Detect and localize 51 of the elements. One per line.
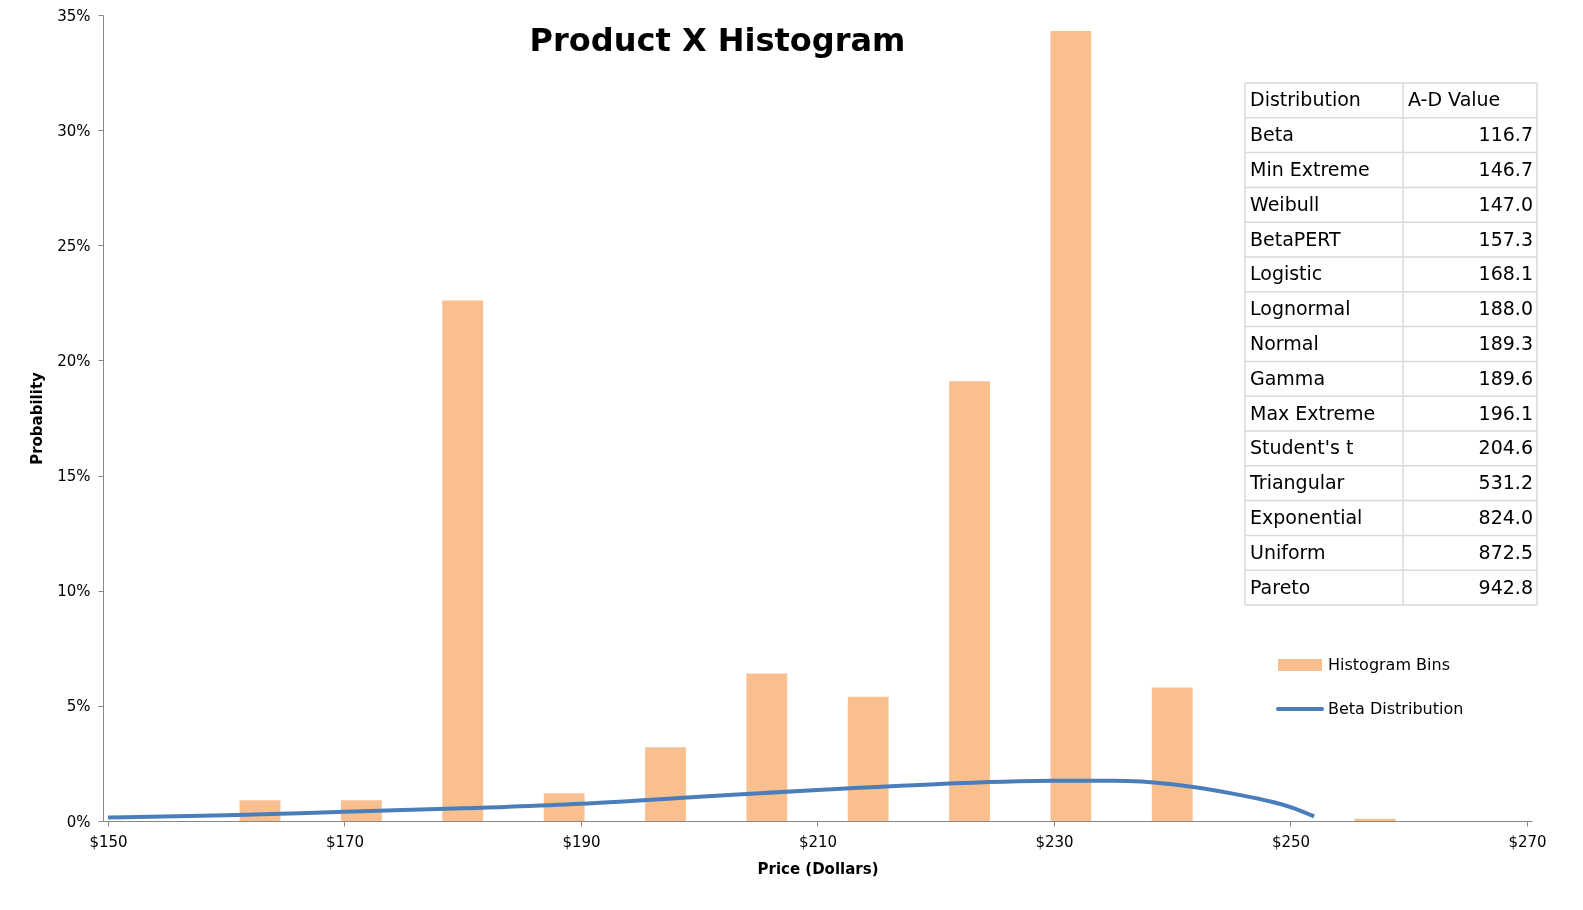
y-tick-label: 35% [57, 6, 91, 25]
annotation: 116.7 [1478, 123, 1533, 146]
annotation: 157.3 [1478, 227, 1533, 250]
annotation: 189.6 [1478, 366, 1533, 389]
annotation: Pareto [1250, 575, 1311, 598]
annotation: 196.1 [1478, 401, 1533, 424]
annotation: 824.0 [1478, 506, 1533, 528]
annotation: Beta [1250, 123, 1294, 146]
annotation: 872.5 [1478, 540, 1533, 563]
y-tick-label: 15% [57, 467, 91, 486]
annotation: Triangular [1249, 471, 1345, 494]
y-tick-label: 30% [57, 121, 91, 140]
annotation: 188.0 [1478, 297, 1533, 320]
x-tick-label: $230 [1035, 832, 1074, 851]
legend-label: Histogram Bins [1328, 655, 1450, 674]
annotation: 942.8 [1478, 575, 1533, 598]
annotation: A-D Value [1408, 88, 1501, 111]
x-tick-label: $190 [562, 832, 601, 851]
y-tick-label: 0% [66, 812, 91, 831]
y-axis-title: Probability [28, 371, 47, 465]
annotation: Uniform [1250, 540, 1326, 563]
annotation: 147.0 [1478, 192, 1533, 215]
annotation: Lognormal [1250, 297, 1351, 320]
y-tick-label: 10% [57, 582, 91, 601]
x-tick-label: $210 [798, 832, 838, 851]
line-series [106, 778, 1317, 820]
annotation: 189.3 [1478, 332, 1533, 354]
x-tick-label: $150 [89, 832, 128, 851]
annotation: 146.7 [1478, 158, 1533, 180]
legend-label: Beta Distribution [1328, 699, 1464, 718]
annotation: Normal [1250, 332, 1319, 354]
y-tick-label: 20% [57, 351, 91, 370]
x-tick-label: $250 [1271, 832, 1311, 851]
annotation: 204.6 [1478, 436, 1533, 459]
chart-title: Product X Histogram [529, 21, 906, 59]
x-axis-title: Price (Dollars) [757, 859, 879, 878]
annotation: 531.2 [1478, 471, 1533, 494]
annotation: Distribution [1250, 88, 1361, 111]
annotation: Gamma [1250, 366, 1326, 389]
annotation: 168.1 [1478, 262, 1533, 285]
annotation: Logistic [1250, 262, 1323, 285]
y-tick-label: 25% [57, 236, 91, 255]
annotation: Max Extreme [1250, 401, 1376, 424]
x-tick-label: $270 [1508, 832, 1547, 851]
annotation: Min Extreme [1250, 158, 1370, 180]
annotation: Student's t [1250, 436, 1354, 459]
y-tick-label: 5% [66, 697, 91, 716]
x-tick-label: $170 [325, 832, 365, 851]
annotation: Exponential [1250, 506, 1363, 528]
annotation: BetaPERT [1250, 227, 1342, 250]
annotation: Weibull [1250, 192, 1320, 215]
